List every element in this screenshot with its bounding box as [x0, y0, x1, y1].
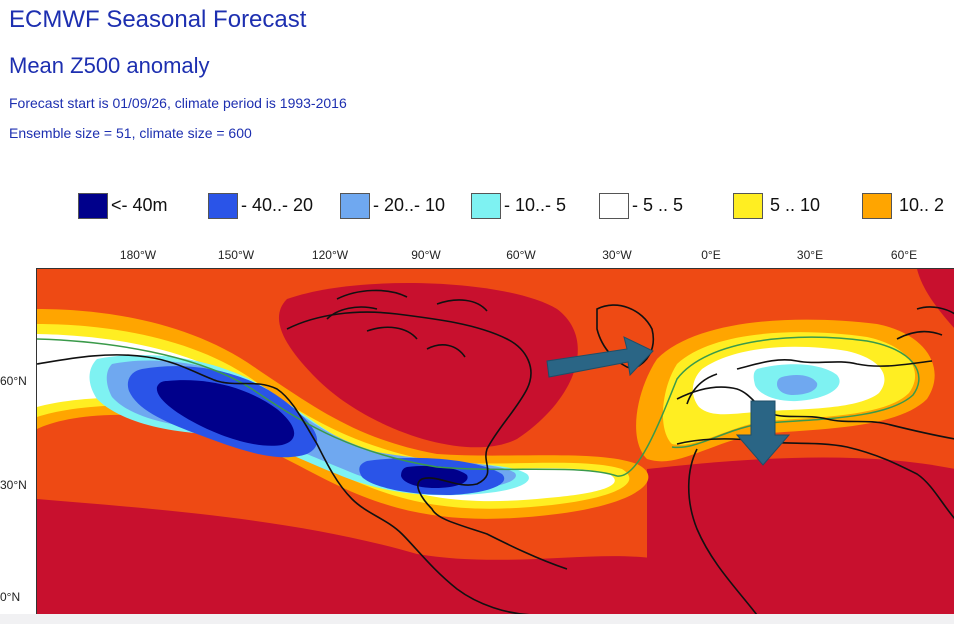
legend-swatch	[733, 193, 763, 219]
legend-label: - 10..- 5	[504, 195, 567, 215]
lon-label-180w: 180°W	[119, 248, 157, 262]
lon-label-150w: 150°W	[217, 248, 255, 262]
lon-label-90w: 90°W	[411, 248, 441, 262]
legend-swatch	[599, 193, 629, 219]
page-subtitle: Mean Z500 anomaly	[9, 53, 210, 78]
lon-label-0e: 0°E	[701, 248, 721, 262]
coastline-africa	[676, 438, 954, 614]
negative-band-lightblue-europe	[777, 375, 818, 395]
ensemble-size-info: Ensemble size = 51, climate size = 600	[9, 125, 252, 141]
coastline-russia	[896, 306, 954, 340]
coastline-europe-south	[676, 386, 954, 440]
coastlines	[37, 289, 954, 614]
footer-bar	[0, 614, 954, 624]
legend-swatch	[78, 193, 108, 219]
legend-label: - 5 .. 5	[632, 195, 684, 215]
lon-label-120w: 120°W	[311, 248, 349, 262]
lon-label-30e: 30°E	[796, 248, 824, 262]
arrow-northeast[interactable]	[546, 336, 654, 378]
legend-label: - 40..- 20	[241, 195, 314, 215]
lon-label-60e: 60°E	[890, 248, 918, 262]
ridge-north-america	[278, 282, 578, 448]
coastline-arctic-islands	[326, 289, 488, 358]
lat-label-30n: 30°N	[0, 478, 27, 492]
coastline-north-america-east	[286, 311, 568, 570]
annotation-arrows	[546, 336, 791, 466]
ridge-northeast	[917, 269, 954, 328]
legend-label: 10.. 2	[899, 195, 945, 215]
trough-core-pacific	[156, 380, 295, 446]
lon-label-60w: 60°W	[506, 248, 536, 262]
lon-label-30w: 30°W	[602, 248, 632, 262]
coastline-europe-north	[686, 359, 933, 405]
arrow-south[interactable]	[735, 400, 791, 466]
lat-label-0n: 0°N	[0, 590, 21, 604]
ridge-pacific-south	[37, 499, 657, 614]
legend-swatch	[862, 193, 892, 219]
legend-label: 5 .. 10	[770, 195, 821, 215]
anomaly-map	[36, 268, 954, 614]
page-title: ECMWF Seasonal Forecast	[9, 6, 307, 33]
color-legend: <- 40m - 40..- 20 - 20..- 10 - 10..- 5 -…	[0, 190, 954, 224]
ridge-africa	[647, 457, 954, 614]
legend-swatch	[208, 193, 238, 219]
anomaly-map-svg	[37, 269, 954, 614]
forecast-start-info: Forecast start is 01/09/26, climate peri…	[9, 95, 347, 111]
legend-label: <- 40m	[111, 195, 168, 215]
legend-swatch	[340, 193, 370, 219]
coastline-americas-west	[37, 354, 532, 614]
legend-label: - 20..- 10	[373, 195, 446, 215]
legend-swatch	[471, 193, 501, 219]
lat-label-60n: 60°N	[0, 374, 27, 388]
